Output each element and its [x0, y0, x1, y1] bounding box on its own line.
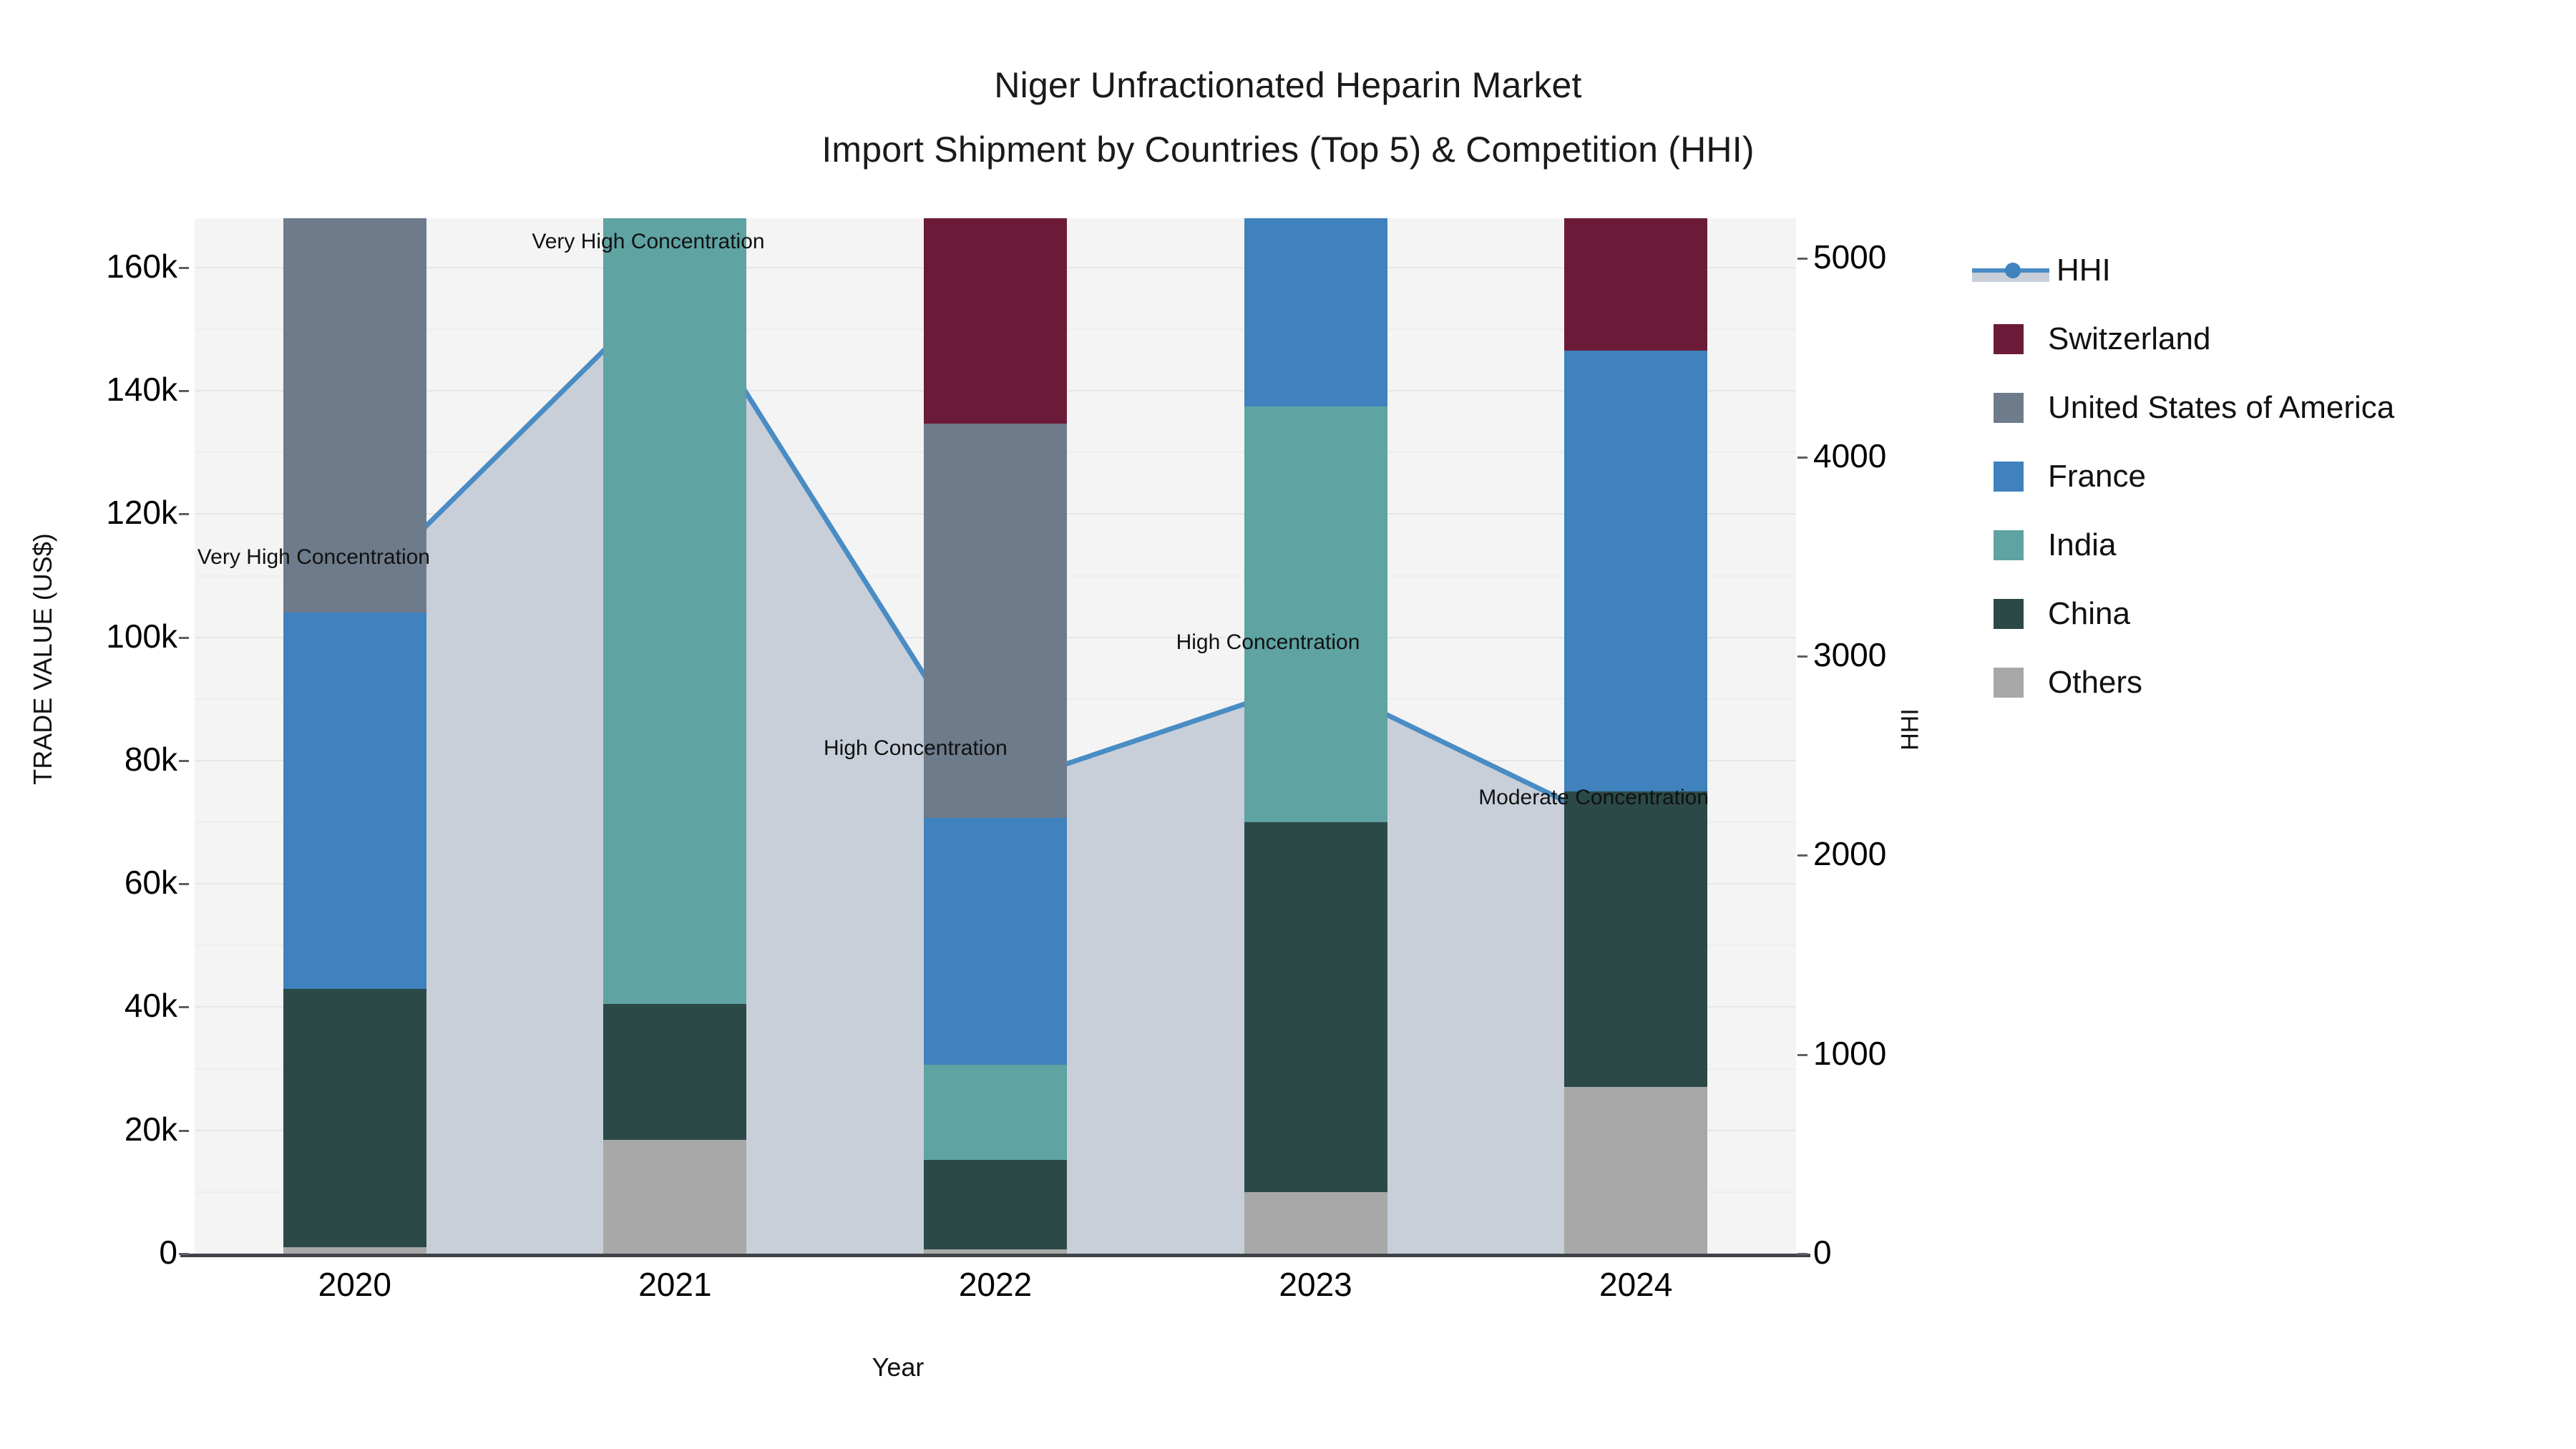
y-axis-right-tick-mark: [1797, 456, 1807, 459]
legend-label: France: [2048, 459, 2146, 494]
legend-item-united-states-of-america[interactable]: United States of America: [1972, 374, 2545, 442]
bar-segment[interactable]: [1564, 791, 1708, 1088]
legend-item-others[interactable]: Others: [1972, 648, 2545, 717]
y-axis-right-tick-label: 4000: [1813, 436, 1887, 474]
y-axis-left-tick-mark: [179, 883, 189, 886]
x-axis-tick-label-2024: 2024: [1599, 1266, 1673, 1303]
bar-stack-2024[interactable]: [1564, 218, 1708, 1254]
y-axis-left-title: TRADE VALUE (US$): [28, 533, 57, 785]
bar-segment[interactable]: [1564, 218, 1708, 351]
x-axis-tick-label-2022: 2022: [958, 1266, 1033, 1303]
y-axis-left-tick-mark: [179, 759, 189, 762]
legend-label: India: [2048, 527, 2117, 562]
legend-line-key-icon: [1972, 256, 2049, 285]
y-axis-left-tick-label: 20k: [124, 1110, 177, 1148]
legend-color-swatch: [1994, 668, 2024, 698]
y-axis-right-tick-mark: [1797, 1053, 1807, 1056]
bar-segment[interactable]: [1244, 1191, 1387, 1254]
bar-segment[interactable]: [924, 218, 1067, 424]
hhi-annotation: High Concentration: [824, 736, 1008, 760]
y-axis-left-tick-label: 40k: [124, 987, 177, 1025]
bar-segment[interactable]: [1244, 822, 1387, 1192]
y-axis-right-tick-label: 0: [1813, 1234, 1832, 1271]
legend-color-swatch: [1994, 462, 2024, 492]
hhi-annotation: High Concentration: [1176, 630, 1360, 654]
chart-title-block: Niger Unfractionated Heparin Market Impo…: [0, 53, 2576, 182]
hhi-annotation: Very High Concentration: [197, 545, 430, 569]
y-axis-left-tick-mark: [179, 390, 189, 393]
y-axis-right-tick-mark: [1797, 257, 1807, 260]
bar-segment[interactable]: [924, 1160, 1067, 1249]
y-axis-left-tick-mark: [179, 1129, 189, 1132]
legend-color-swatch: [1994, 324, 2024, 354]
legend-item-france[interactable]: France: [1972, 442, 2545, 511]
y-axis-left-tick-label: 120k: [106, 494, 177, 532]
plot-area: Very High Concentration Very High Concent…: [195, 218, 1796, 1254]
y-axis-left-tick-mark: [179, 1006, 189, 1009]
legend-item-india[interactable]: India: [1972, 511, 2545, 580]
legend-color-swatch: [1994, 530, 2024, 560]
x-axis-tick-label-2023: 2023: [1279, 1266, 1352, 1303]
y-axis-right-tick-label: 3000: [1813, 636, 1887, 674]
bar-segment[interactable]: [283, 988, 426, 1248]
legend-label: Switzerland: [2048, 321, 2211, 356]
y-axis-right-tick-label: 2000: [1813, 835, 1887, 873]
bar-stack-2020[interactable]: [283, 218, 426, 1254]
legend-marker-dot-icon: [2005, 263, 2021, 278]
y-axis-left-tick-mark: [179, 266, 189, 269]
legend-color-swatch: [1994, 599, 2024, 629]
bar-segment[interactable]: [924, 818, 1067, 1065]
bar-segment[interactable]: [603, 1139, 747, 1254]
y-axis-left-tick-mark: [179, 1253, 189, 1255]
y-axis-left-tick-label: 0: [159, 1234, 177, 1271]
bar-segment[interactable]: [924, 1064, 1067, 1161]
y-axis-right-tick-mark: [1797, 1253, 1807, 1255]
chart-legend: HHI Switzerland United States of America Fr…: [1972, 236, 2545, 717]
page-title: Niger Unfractionated Heparin Market: [994, 65, 1582, 105]
y-axis-left-tick-label: 100k: [106, 617, 177, 655]
legend-label: Others: [2048, 665, 2143, 700]
bar-stack-2022[interactable]: [924, 218, 1067, 1254]
legend-label: HHI: [2057, 253, 2111, 288]
y-axis-left-tick-label: 140k: [106, 371, 177, 409]
bar-segment[interactable]: [603, 218, 747, 1005]
bar-segment[interactable]: [283, 218, 426, 613]
bar-segment[interactable]: [1564, 351, 1708, 792]
hhi-annotation: Very High Concentration: [532, 230, 765, 254]
legend-label: United States of America: [2048, 390, 2395, 425]
bar-segment[interactable]: [1244, 218, 1387, 406]
y-axis-left-tick-label: 60k: [124, 864, 177, 902]
chart-subtitle: Import Shipment by Countries (Top 5) & C…: [821, 130, 1755, 170]
bar-segment[interactable]: [924, 1249, 1067, 1254]
legend-item-china[interactable]: China: [1972, 580, 2545, 648]
y-axis-right-tick-label: 5000: [1813, 238, 1887, 275]
y-axis-right-tick-label: 1000: [1813, 1034, 1887, 1072]
legend-label: China: [2048, 596, 2130, 631]
bar-stack-2021[interactable]: [603, 218, 747, 1254]
y-axis-right-title: HHI: [1896, 708, 1924, 751]
legend-item-hhi[interactable]: HHI: [1972, 236, 2545, 305]
legend-item-switzerland[interactable]: Switzerland: [1972, 305, 2545, 374]
y-axis-right-tick-mark: [1797, 655, 1807, 658]
x-axis-tick-label-2020: 2020: [318, 1266, 391, 1303]
hhi-annotation: Moderate Concentration: [1478, 785, 1709, 809]
y-axis-left-tick-mark: [179, 513, 189, 516]
bar-segment[interactable]: [1564, 1087, 1708, 1254]
bar-segment[interactable]: [924, 423, 1067, 819]
bar-segment[interactable]: [603, 1004, 747, 1140]
x-axis-title: Year: [872, 1352, 924, 1382]
x-axis-line: [180, 1254, 1810, 1257]
bar-segment[interactable]: [283, 1247, 426, 1254]
bar-stack-2023[interactable]: [1244, 218, 1387, 1254]
bar-segment[interactable]: [283, 613, 426, 989]
plot-inner: [195, 218, 1796, 1254]
legend-color-swatch: [1994, 393, 2024, 423]
y-axis-right-tick-mark: [1797, 854, 1807, 857]
x-axis-tick-label-2021: 2021: [638, 1266, 712, 1303]
y-axis-left-tick-label: 80k: [124, 740, 177, 778]
bar-segment[interactable]: [1244, 406, 1387, 823]
y-axis-left-tick-mark: [179, 636, 189, 639]
y-axis-left-tick-label: 160k: [106, 247, 177, 285]
